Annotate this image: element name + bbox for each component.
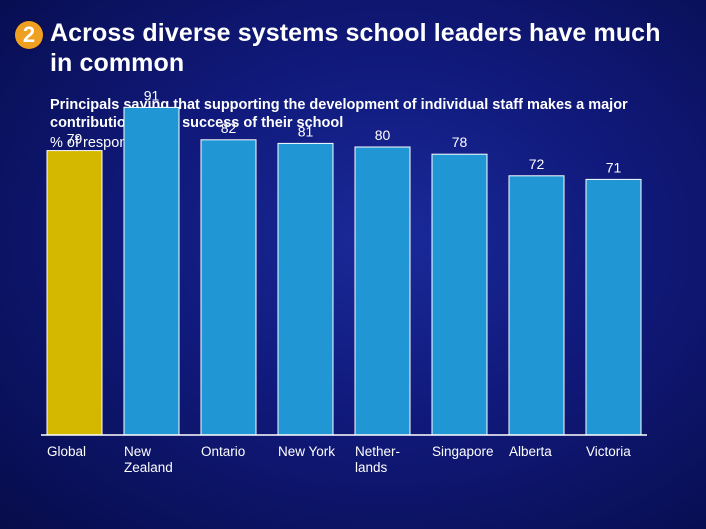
category-label: Nether-lands bbox=[355, 444, 400, 475]
category-label-line: Zealand bbox=[124, 460, 173, 475]
data-label: 71 bbox=[606, 159, 622, 175]
category-label-line: Nether- bbox=[355, 444, 400, 459]
bar bbox=[508, 175, 565, 436]
bar bbox=[46, 150, 103, 436]
data-label: 80 bbox=[375, 127, 391, 143]
data-label: 72 bbox=[529, 156, 545, 172]
category-label-line: New bbox=[124, 444, 151, 459]
bar bbox=[431, 153, 488, 436]
category-label: Singapore bbox=[432, 444, 494, 459]
category-label-line: Ontario bbox=[201, 444, 245, 459]
data-label: 91 bbox=[144, 87, 160, 103]
bar bbox=[585, 178, 642, 436]
category-label-line: New York bbox=[278, 444, 335, 459]
bar bbox=[123, 106, 180, 436]
bar bbox=[354, 146, 411, 436]
data-label: 78 bbox=[452, 134, 468, 150]
category-label: New York bbox=[278, 444, 335, 459]
category-label-line: Victoria bbox=[586, 444, 631, 459]
bar bbox=[200, 139, 257, 436]
category-label-line: lands bbox=[355, 460, 388, 475]
data-label: 81 bbox=[298, 123, 314, 139]
data-label: 82 bbox=[221, 120, 237, 136]
data-label: 79 bbox=[67, 131, 83, 147]
category-label-line: Alberta bbox=[509, 444, 552, 459]
category-label-line: Global bbox=[47, 444, 86, 459]
category-label: New Zealand bbox=[124, 444, 173, 475]
section-number-badge: 2 bbox=[15, 21, 43, 49]
category-label-line: Singapore bbox=[432, 444, 494, 459]
chart-title: Principals saying that supporting the de… bbox=[50, 97, 628, 131]
bar bbox=[277, 142, 334, 436]
slide-title: Across diverse systems school leaders ha… bbox=[50, 19, 661, 77]
category-label: Global bbox=[47, 444, 86, 459]
category-label: Victoria bbox=[586, 444, 631, 459]
category-label: Alberta bbox=[509, 444, 552, 459]
category-label: Ontario bbox=[201, 444, 245, 459]
